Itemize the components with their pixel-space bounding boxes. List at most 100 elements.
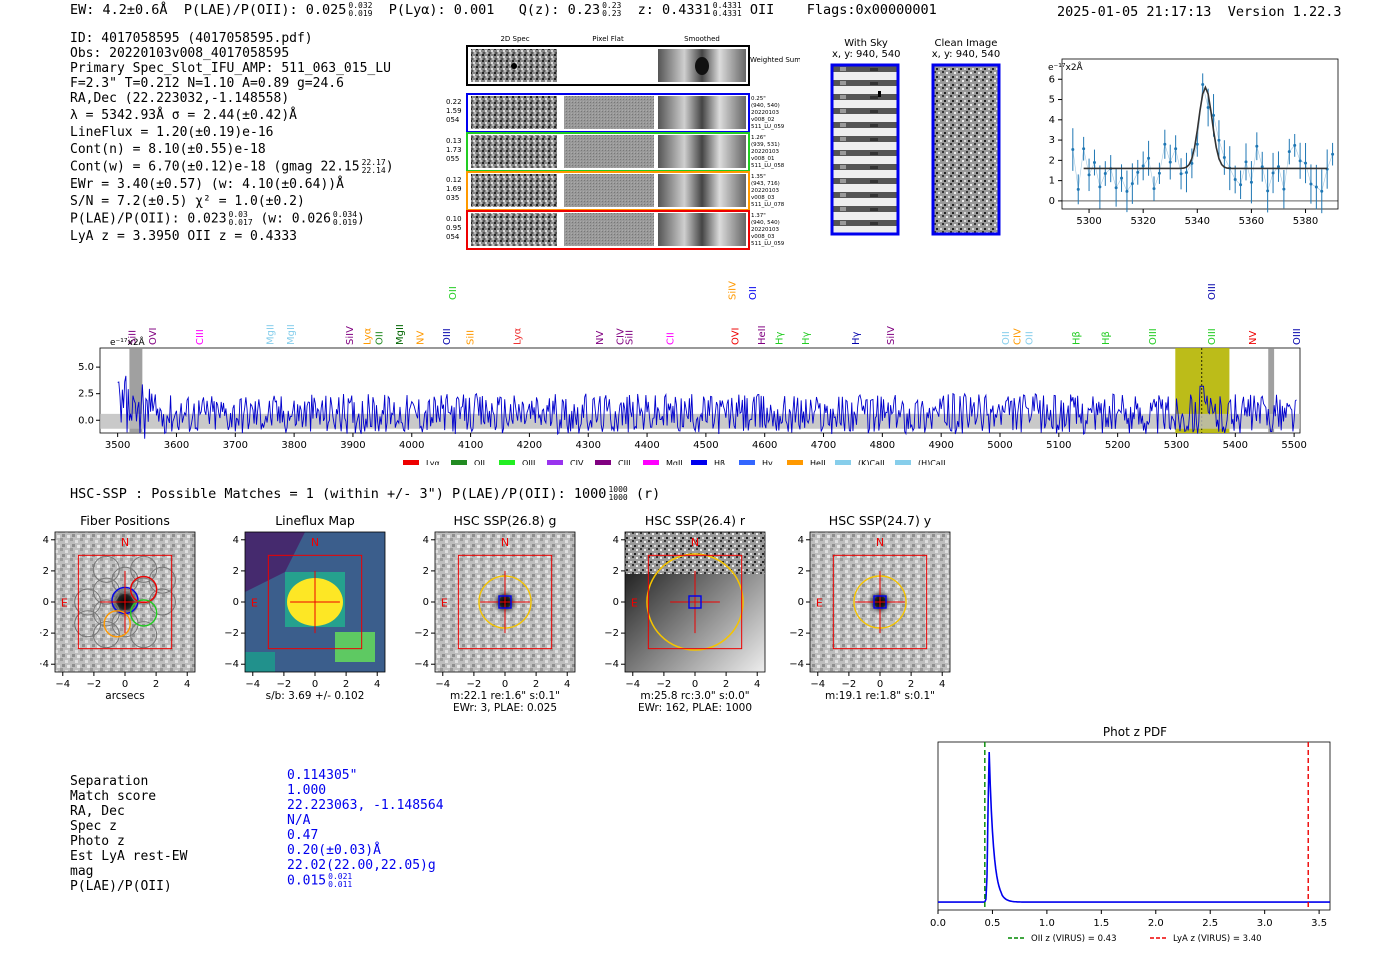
zoom-ytick: 2 [1049,155,1055,166]
line-label: OIII [1292,328,1303,345]
line-label: Hγ [851,331,862,345]
zoom-point [1174,147,1178,151]
hsc-ytick: 2 [423,566,429,577]
zoom-point [1282,187,1286,191]
full-xtick: 3900 [340,440,365,451]
cutout-right-label: v008_03 [751,195,775,201]
legend-label: (H)CaII [918,459,945,465]
header-flags: Flags:0x00000001 [806,2,937,18]
legend-swatch [547,460,563,465]
header-timestamp: 2025-01-05 21:17:13 [1057,4,1212,20]
cutout-2d-2 [471,174,557,207]
match-label: Photo z [70,834,125,849]
hsc-ytick: 2 [798,566,804,577]
zoom-point [1276,165,1280,169]
cutout-smooth-2 [658,174,746,207]
hsc-summary: HSC-SSP : Possible Matches = 1 (within +… [70,485,661,503]
zoom-point [1087,173,1091,177]
hsc-panel-0: Fiber Positions N E −4 −2 0 2 4 4 2 0 −2 −4 arcsecs [40,513,196,702]
photz-xtick: 3.5 [1311,918,1327,929]
hsc-caption: m:19.1 re:1.8" s:0.1" [825,690,935,702]
zoom-point [1222,156,1226,160]
hsc-ytick: 4 [423,535,429,546]
zoom-point [1309,182,1313,186]
hsc-panel-title: HSC SSP(24.7) y [829,513,932,528]
compass-e: E [251,597,258,610]
cutout-left-label: 1.59 [446,107,462,115]
match-value: 0.015 0.021 0.011 [287,872,353,889]
zoom-point [1266,189,1270,193]
line-label: CIII [195,329,206,345]
hsc-ytick: −2 [414,628,429,639]
legend-label: Hβ [714,459,725,465]
legend-swatch [787,460,803,465]
line-label: OIII [442,328,453,345]
line-label: HeII [757,325,768,345]
hsc-ytick: 0 [798,597,804,608]
zoom-ytick: 1 [1049,176,1055,187]
full-xtick: 3500 [105,440,130,451]
hsc-xtick: 2 [723,679,729,690]
detection-lineflux: LineFlux = 1.20(±0.19)e-16 [70,125,274,140]
detection-plae: P(LAE)/P(OII): 0.023 0.03 0.017 (w: 0.026 0… [70,210,365,227]
legend-label: Hγ [762,459,773,465]
line-label: SiIV [886,326,897,345]
zoom-point [1103,172,1107,176]
cutout-left-label: 0.12 [446,176,462,184]
line-label: OIII [1207,328,1218,345]
hsc-panel-1: Lineflux Map N E −4 −2 0 2 4 4 2 0 −2 −4 s/b: 3.69 +/… [224,513,386,702]
zoom-point [1217,138,1221,142]
compass-e: E [61,597,68,610]
hsc-xtick: 4 [564,679,570,690]
cutout-col-smooth: Smoothed [684,35,720,43]
legend-swatch [595,460,611,465]
photz-legend-lya: LyA z (VIRUS) = 3.40 [1173,934,1262,944]
line-label: OVI [730,328,741,346]
hsc-ytick: −4 [604,659,619,670]
line-label: NV [416,331,427,345]
compass-n: N [121,536,129,549]
line-label: MgII [286,324,297,345]
detection-radec: RA,Dec (22.223032,-1.148558) [70,91,290,106]
hsc-ytick: 2 [613,566,619,577]
cutout-right-label: 0.25" [751,96,766,102]
with-sky-title: With Sky x, y: 940, 540 [832,38,901,60]
hsc-ytick: 2 [43,566,49,577]
full-xtick: 4000 [399,440,424,451]
cutout-2d-1 [471,135,557,168]
line-label: MgII [266,324,277,345]
zoom-point [1152,187,1156,191]
header-z-line: OII [749,2,775,18]
line-label-upper: OII [448,286,459,300]
full-xtick: 3800 [281,440,306,451]
photz-xtick: 0.5 [984,918,1000,929]
header-bar: EW: 4.2±0.6Å P(LAE)/P(OII): 0.025 0.032 0.… [70,1,937,19]
zoom-ytick: 5 [1049,95,1055,106]
zoom-point [1331,152,1335,156]
detection-info: ID: 4017058595 (4017058595.pdf) Obs: 202… [70,31,394,244]
line-label: Lyα [513,327,524,345]
legend-label: OII [474,459,485,465]
zoom-ytick: 0 [1049,196,1055,207]
hsc-xtick: 2 [533,679,539,690]
hsc-xtick: −2 [277,679,292,690]
full-xtick: 4500 [693,440,718,451]
hsc-panel-title: Fiber Positions [80,513,170,528]
legend-label: (K)CaII [858,459,885,465]
zoom-ylabel: e⁻¹⁷x2Å [1048,61,1084,73]
hsc-xtick: 0 [692,679,698,690]
legend-swatch [643,460,659,465]
hsc-xtick: −2 [467,679,482,690]
zoom-point [1201,83,1205,87]
cutout-right-label: (943, 716) [751,181,780,187]
zoom-point [1076,187,1080,191]
hsc-ytick: 4 [43,535,49,546]
full-xtick: 4400 [634,440,659,451]
hsc-ytick: 0 [43,597,49,608]
legend-label: OIII [522,459,535,465]
cutout-col-flat: Pixel Flat [592,35,624,43]
full-xtick: 4300 [576,440,601,451]
line-label: OII [374,331,385,345]
photz-pdf-line [938,751,1330,903]
